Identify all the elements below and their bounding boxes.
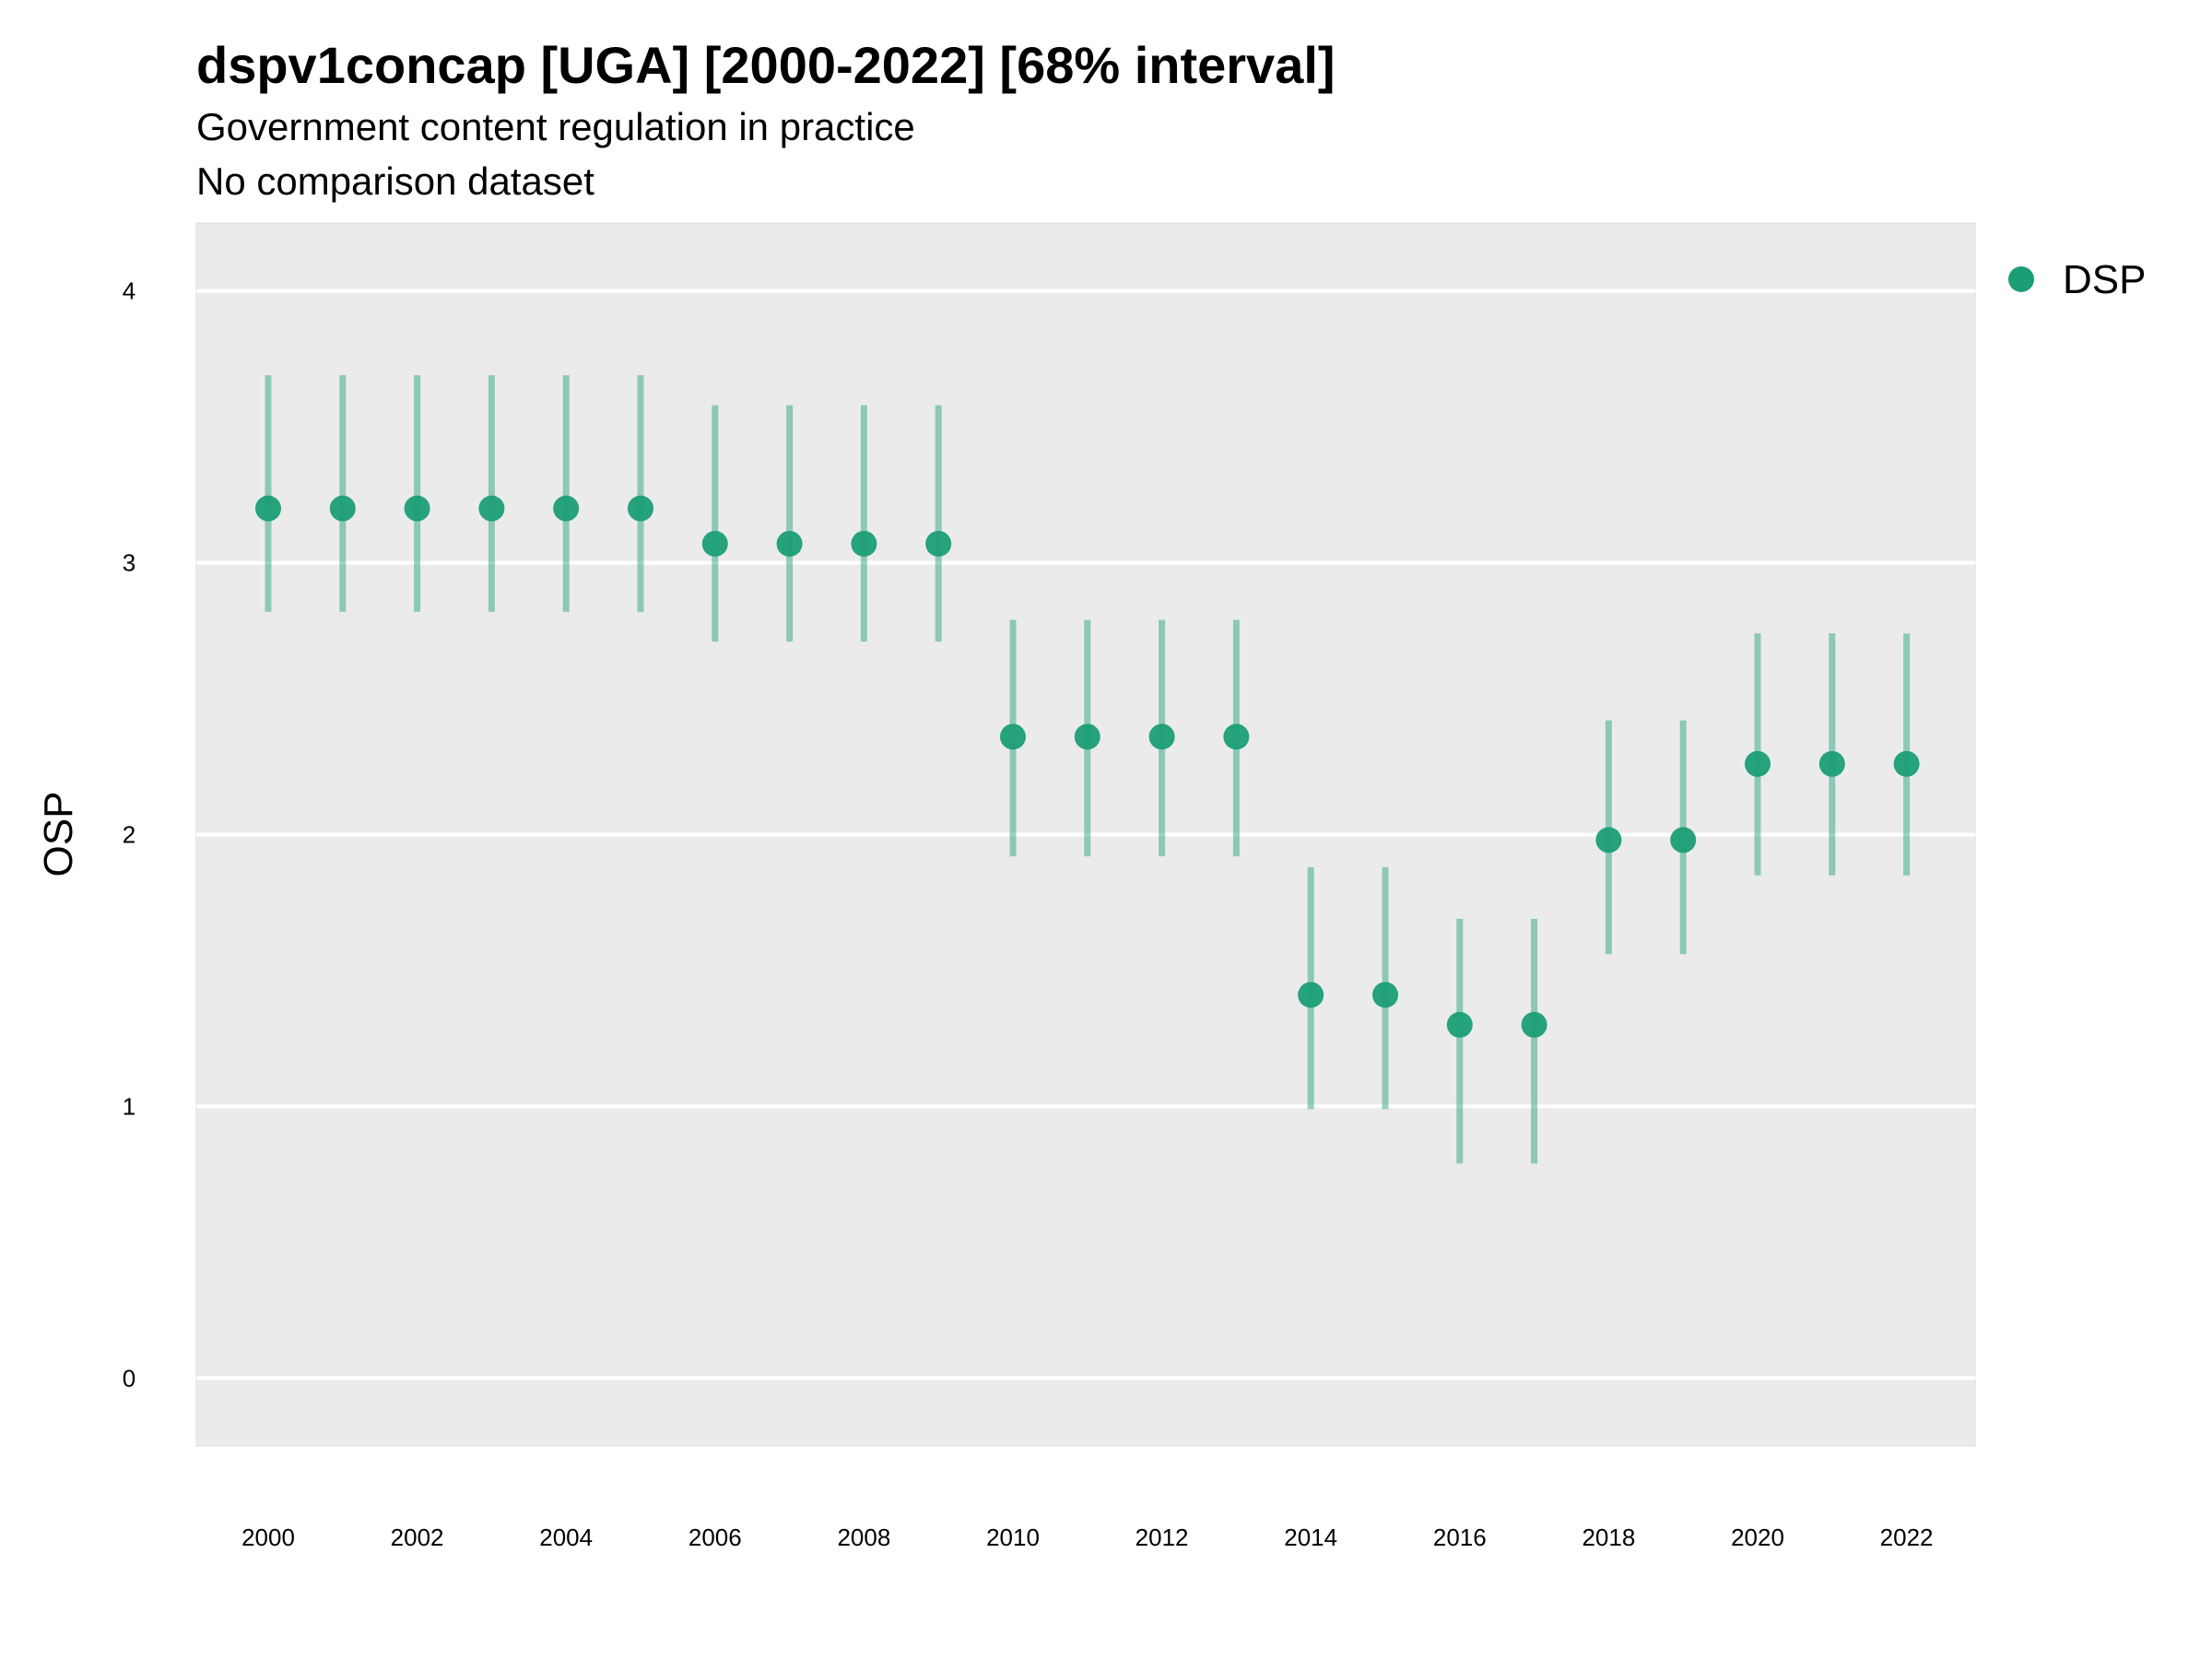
- x-tick-label-2004: 2004: [539, 1524, 593, 1551]
- data-point-2000: [255, 495, 281, 522]
- data-point-2014: [1298, 982, 1324, 1008]
- data-point-2002: [404, 495, 430, 522]
- y-axis-ticks: 0 1 2 3 4: [123, 277, 135, 1393]
- data-point-2004: [553, 495, 580, 522]
- data-point-2019: [1670, 827, 1697, 853]
- data-point-2008: [851, 530, 877, 557]
- x-tick-label-2010: 2010: [986, 1524, 1040, 1551]
- x-tick-label-2012: 2012: [1135, 1524, 1189, 1551]
- legend: DSP: [2008, 257, 2146, 302]
- data-point-2020: [1745, 750, 1771, 777]
- data-marks: [255, 375, 1920, 1164]
- data-point-2003: [478, 495, 505, 522]
- x-tick-label-2020: 2020: [1731, 1524, 1784, 1551]
- chart-subtitle: Government content regulation in practic…: [196, 105, 915, 148]
- data-point-2001: [329, 495, 356, 522]
- y-tick-label-2: 2: [123, 821, 135, 849]
- data-point-2007: [776, 530, 803, 557]
- data-point-2006: [701, 530, 728, 557]
- y-tick-label-4: 4: [123, 277, 135, 305]
- data-point-2017: [1521, 1011, 1547, 1038]
- x-tick-label-2006: 2006: [688, 1524, 742, 1551]
- legend-key-dsp: [2008, 266, 2034, 292]
- data-point-2013: [1223, 724, 1250, 750]
- data-point-2010: [1000, 724, 1026, 750]
- x-tick-label-2016: 2016: [1433, 1524, 1487, 1551]
- data-point-2021: [1818, 750, 1845, 777]
- data-point-2005: [628, 495, 653, 522]
- data-point-2011: [1074, 724, 1100, 750]
- data-point-2018: [1595, 827, 1622, 853]
- data-point-2015: [1372, 982, 1398, 1008]
- y-tick-label-3: 3: [123, 549, 135, 577]
- x-tick-label-2014: 2014: [1284, 1524, 1337, 1551]
- x-tick-label-2008: 2008: [837, 1524, 890, 1551]
- data-point-2012: [1148, 724, 1175, 750]
- legend-label-dsp: DSP: [2063, 257, 2146, 302]
- x-tick-label-2002: 2002: [391, 1524, 444, 1551]
- x-tick-label-2000: 2000: [241, 1524, 295, 1551]
- data-point-2016: [1446, 1011, 1473, 1038]
- y-axis-label: OSP: [36, 792, 81, 877]
- x-tick-label-2018: 2018: [1582, 1524, 1635, 1551]
- y-tick-label-0: 0: [123, 1364, 135, 1392]
- x-axis-ticks: 2000 2002 2004 2006 2008 2010 2012 2014 2016 2018…: [241, 1524, 1933, 1551]
- data-point-2022: [1893, 750, 1920, 777]
- y-tick-label-1: 1: [123, 1092, 135, 1120]
- x-tick-label-2022: 2022: [1880, 1524, 1934, 1551]
- data-point-2009: [925, 530, 952, 557]
- chart-title: dspv1concap [UGA] [2000-2022] [68% inter…: [196, 36, 1335, 94]
- chart-caption: No comparison dataset: [196, 159, 594, 203]
